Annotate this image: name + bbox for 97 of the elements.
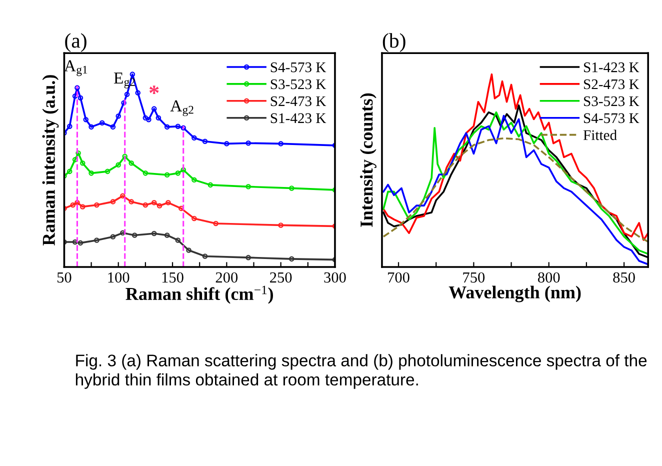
legend-label: S1-423 K — [270, 113, 326, 124]
point — [74, 200, 80, 206]
point — [164, 172, 170, 178]
point — [99, 120, 105, 126]
point — [110, 234, 116, 240]
point — [289, 256, 294, 262]
point — [156, 115, 162, 121]
point — [122, 154, 128, 160]
point — [202, 254, 208, 259]
point — [180, 125, 186, 131]
point — [116, 162, 122, 168]
x-tick-label: 750 — [463, 272, 485, 283]
legend-label: S4-573 K — [584, 113, 640, 124]
point — [120, 230, 126, 236]
y-axis-title: Intensity (counts) — [360, 93, 376, 227]
x-tick-label: 250 — [270, 272, 292, 283]
legend-label: S3-523 K — [270, 79, 326, 90]
point — [76, 150, 81, 156]
ref-line-label: A$_{g1}$ — [64, 60, 88, 76]
point — [208, 182, 214, 188]
x-tick-label: 850 — [613, 272, 635, 283]
point — [124, 92, 130, 97]
point — [224, 141, 230, 146]
point — [192, 177, 197, 183]
point — [110, 124, 116, 130]
point — [175, 238, 181, 243]
point — [78, 95, 84, 100]
point — [66, 168, 72, 174]
point — [94, 238, 100, 243]
point — [164, 124, 170, 130]
x-tick-label: 700 — [388, 272, 410, 283]
point — [88, 170, 94, 176]
point — [80, 160, 86, 166]
point — [192, 216, 197, 222]
caption: Fig. 3 (a) Raman scattering spectra and (b) photoluminescence spectra of the hybrid thin films obtained at room temperature. — [76, 354, 647, 389]
point — [278, 222, 284, 228]
point — [110, 199, 116, 204]
point — [142, 202, 148, 208]
x-tick-label: 800 — [538, 272, 560, 283]
point — [246, 140, 251, 146]
point — [135, 90, 140, 96]
legend-label: S3-523 K — [584, 96, 640, 106]
x-tick-label: 300 — [324, 272, 346, 283]
point — [130, 72, 136, 77]
point — [213, 220, 218, 226]
point — [128, 160, 134, 166]
point — [246, 254, 251, 260]
point — [104, 168, 110, 174]
x-tick-label: 150 — [162, 272, 184, 283]
legend-label: S2-473 K — [584, 79, 640, 90]
point — [156, 203, 162, 208]
point — [132, 232, 138, 238]
legend-label: S2-473 K — [270, 96, 326, 106]
x-tick-label: 50 — [57, 272, 72, 283]
point — [278, 141, 284, 146]
legend-label: Fitted — [583, 130, 617, 140]
point — [94, 202, 100, 208]
point — [74, 85, 80, 90]
point — [83, 116, 89, 122]
point — [289, 186, 294, 191]
point — [142, 170, 148, 176]
point — [186, 248, 192, 253]
point — [70, 202, 76, 208]
point — [121, 100, 126, 106]
point — [88, 124, 94, 130]
point — [146, 116, 152, 122]
point — [116, 114, 122, 119]
x-axis-title: Wavelength (nm) — [448, 286, 581, 302]
point — [202, 138, 208, 144]
point — [72, 93, 78, 99]
chart-title: (a) — [65, 33, 86, 52]
x-axis-title: Raman shift (cm$^{−1}$) — [126, 286, 273, 304]
point — [142, 115, 148, 121]
point — [151, 106, 157, 112]
point — [78, 240, 84, 246]
ref-line-label: A$_{g2}$ — [170, 100, 194, 116]
chart-title: (b) — [382, 33, 406, 52]
legend-label: S1-423 K — [584, 62, 640, 72]
point — [180, 167, 186, 173]
point — [66, 124, 72, 129]
annotation: * — [149, 86, 159, 94]
point — [80, 204, 86, 210]
point — [192, 135, 197, 141]
point — [246, 184, 251, 190]
x-tick-label: 200 — [216, 272, 238, 283]
point — [175, 170, 181, 176]
y-axis-title: Raman intensity (a.u.) — [42, 75, 59, 246]
point — [151, 230, 157, 236]
point — [120, 193, 126, 199]
legend-label: S4-573 K — [270, 62, 326, 72]
point — [175, 124, 181, 129]
point — [128, 199, 134, 204]
x-tick-label: 100 — [108, 272, 130, 283]
point — [151, 200, 157, 206]
point — [164, 232, 170, 238]
point — [166, 200, 171, 206]
point — [72, 239, 78, 245]
